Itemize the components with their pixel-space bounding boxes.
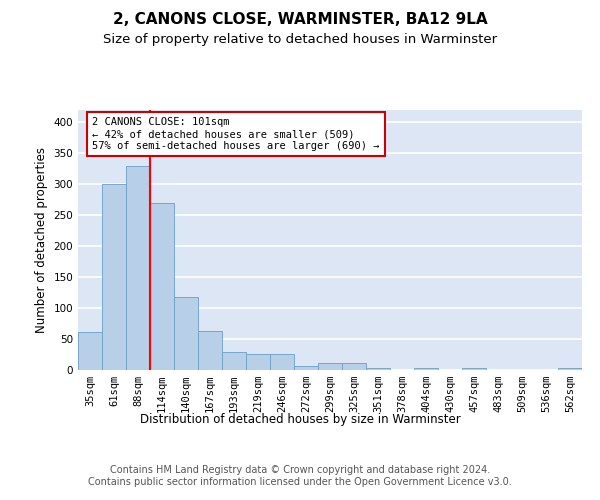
- Bar: [414, 368, 438, 370]
- Bar: [366, 368, 390, 370]
- Bar: [342, 363, 366, 370]
- Bar: [198, 331, 222, 370]
- Bar: [102, 184, 126, 370]
- Bar: [150, 203, 174, 370]
- Bar: [462, 368, 486, 370]
- Bar: [318, 363, 342, 370]
- Bar: [270, 354, 294, 370]
- Bar: [294, 366, 318, 370]
- Bar: [126, 166, 150, 370]
- Bar: [246, 354, 270, 370]
- Text: Distribution of detached houses by size in Warminster: Distribution of detached houses by size …: [140, 412, 460, 426]
- Bar: [174, 297, 198, 370]
- Text: 2, CANONS CLOSE, WARMINSTER, BA12 9LA: 2, CANONS CLOSE, WARMINSTER, BA12 9LA: [113, 12, 487, 28]
- Text: Contains HM Land Registry data © Crown copyright and database right 2024.
Contai: Contains HM Land Registry data © Crown c…: [88, 465, 512, 486]
- Y-axis label: Number of detached properties: Number of detached properties: [35, 147, 48, 333]
- Bar: [558, 368, 582, 370]
- Bar: [78, 332, 102, 370]
- Text: Size of property relative to detached houses in Warminster: Size of property relative to detached ho…: [103, 32, 497, 46]
- Bar: [222, 352, 246, 370]
- Text: 2 CANONS CLOSE: 101sqm
← 42% of detached houses are smaller (509)
57% of semi-de: 2 CANONS CLOSE: 101sqm ← 42% of detached…: [92, 118, 380, 150]
